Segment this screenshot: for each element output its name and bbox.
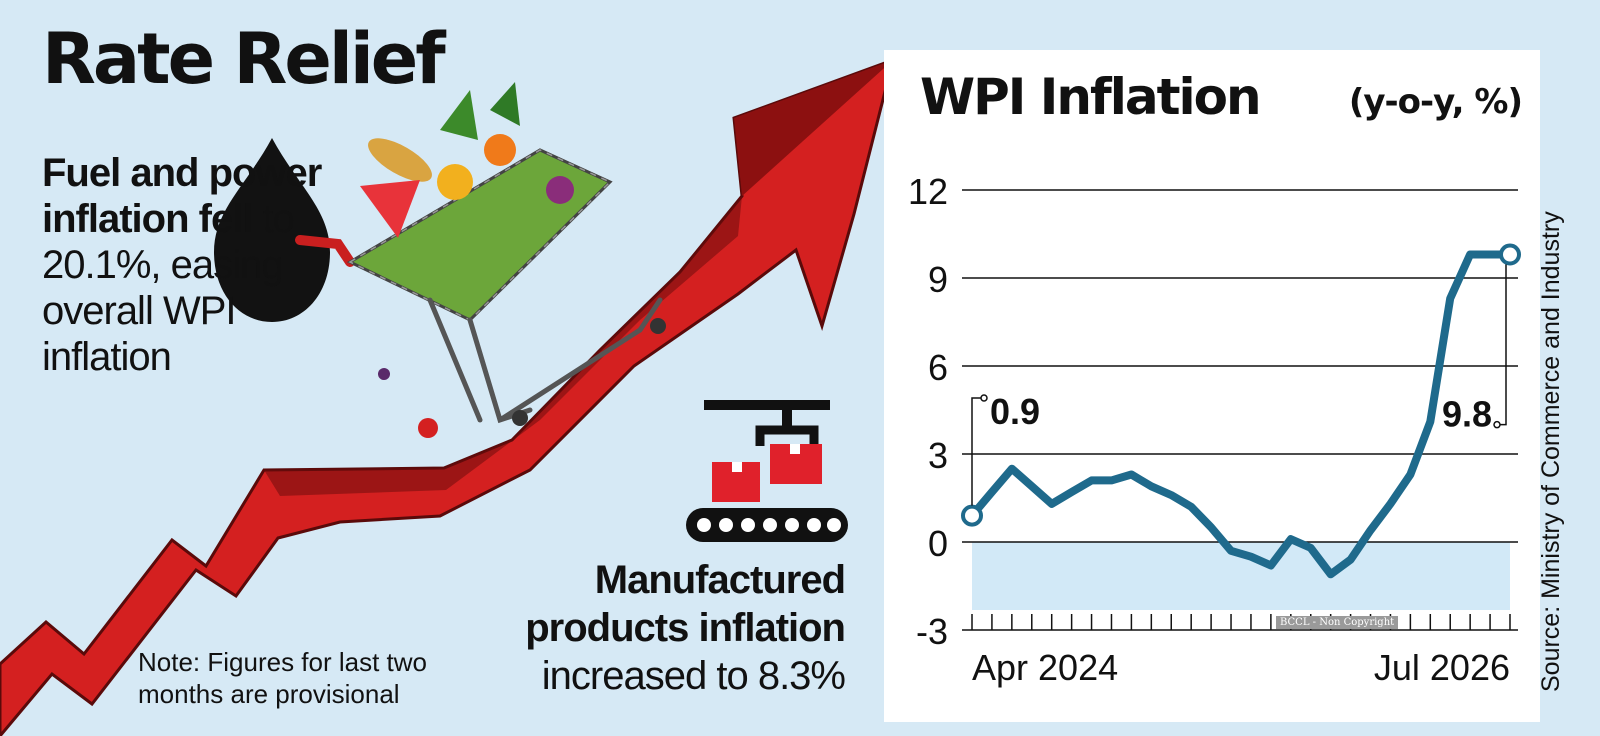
y-tick-label: 12 bbox=[908, 171, 948, 212]
x-tick-label: Apr 2024 bbox=[972, 647, 1118, 688]
data-point bbox=[989, 490, 994, 495]
data-point bbox=[1268, 563, 1273, 568]
data-point bbox=[1069, 490, 1074, 495]
data-point bbox=[1368, 528, 1373, 533]
data-point bbox=[1009, 466, 1014, 471]
end-marker bbox=[1499, 243, 1521, 266]
x-tick-label: Jul 2026 bbox=[1374, 647, 1510, 688]
start-annotation: 0.9 bbox=[990, 391, 1040, 432]
data-point bbox=[1448, 296, 1453, 301]
start-annotation-dot bbox=[980, 394, 988, 402]
data-point bbox=[1049, 501, 1054, 506]
chart-title: WPI Inflation bbox=[920, 68, 1262, 126]
source-credit: Source: Ministry of Commerce and Industr… bbox=[1537, 211, 1565, 692]
start-annotation-leader bbox=[971, 397, 982, 506]
y-tick-label: 3 bbox=[928, 435, 948, 476]
chart-panel: WPI Inflation (y-o-y, %) -3 0 3 6 9 12 Apr 202… bbox=[884, 50, 1540, 722]
end-annotation-leader bbox=[1500, 264, 1507, 426]
data-point bbox=[1129, 472, 1134, 477]
fuel-inflation-note: Fuel and power inflation fell to 20.1%, … bbox=[42, 150, 342, 380]
data-point bbox=[1189, 504, 1194, 509]
provisional-footnote: Note: Figures for last two months are pr… bbox=[138, 647, 427, 709]
rising-arrow-icon bbox=[0, 57, 896, 736]
data-point bbox=[1169, 493, 1174, 498]
manufactured-note-lead: Manufactured products inflation bbox=[525, 558, 846, 650]
end-annotation-dot bbox=[1493, 420, 1501, 429]
start-marker bbox=[961, 504, 983, 527]
data-point bbox=[1428, 419, 1433, 424]
oil-drop-icon bbox=[214, 138, 330, 322]
data-point bbox=[1408, 472, 1413, 477]
data-point bbox=[1328, 572, 1333, 577]
fuel-note-rest: to 20.1%, easing overall WPI inflation bbox=[42, 197, 295, 379]
data-point bbox=[1288, 537, 1293, 542]
end-annotation: 9.8 bbox=[1442, 394, 1492, 435]
data-point bbox=[1149, 484, 1154, 489]
data-point bbox=[1089, 478, 1094, 483]
data-point bbox=[1229, 548, 1234, 553]
data-point bbox=[1029, 484, 1034, 489]
y-tick-label: 9 bbox=[928, 259, 948, 300]
y-tick-label: -3 bbox=[916, 611, 948, 652]
data-point bbox=[1308, 545, 1313, 550]
conveyor-belt-icon bbox=[686, 400, 848, 542]
manufactured-inflation-note: Manufactured products inflation increase… bbox=[470, 556, 846, 700]
shopping-cart-icon bbox=[295, 82, 666, 438]
wpi-line-chart: -3 0 3 6 9 12 Apr 2024 Jul 2026 0.9 9.8 bbox=[908, 171, 1521, 688]
chart-unit-label: (y-o-y, %) bbox=[1348, 82, 1523, 122]
data-point bbox=[1109, 478, 1114, 483]
data-point bbox=[1248, 554, 1253, 559]
manufactured-note-rest: increased to 8.3% bbox=[541, 654, 846, 698]
data-point bbox=[1209, 525, 1214, 530]
y-tick-label: 0 bbox=[928, 523, 948, 564]
data-point bbox=[1388, 501, 1393, 506]
headline: Rate Relief bbox=[42, 18, 446, 100]
data-point bbox=[1488, 252, 1493, 257]
y-tick-label: 6 bbox=[928, 347, 948, 388]
fuel-note-lead: Fuel and power inflation fell bbox=[42, 151, 322, 241]
data-point bbox=[1348, 557, 1353, 562]
series-line bbox=[968, 250, 1514, 579]
copyright-stamp: BCCL - Non Copyright bbox=[1276, 616, 1399, 629]
data-point bbox=[1468, 252, 1473, 257]
